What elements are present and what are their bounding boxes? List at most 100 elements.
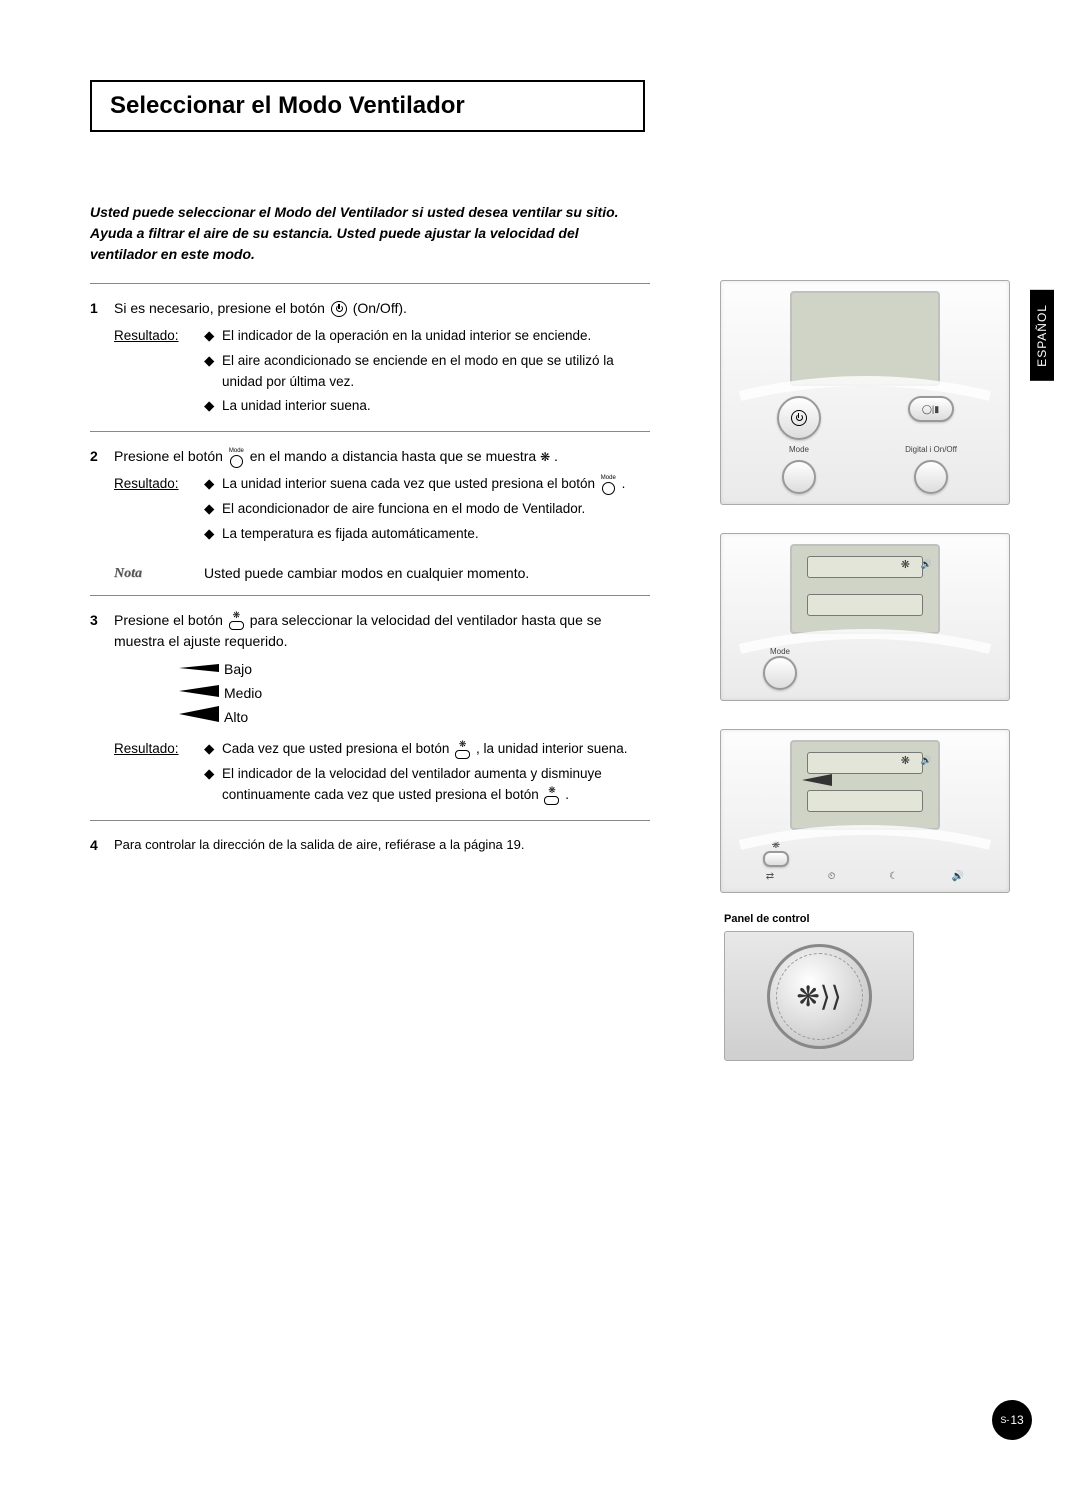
step-number: 2: [90, 446, 114, 584]
mode-label: Mode: [601, 475, 616, 481]
step-text: Para controlar la dirección de la salida…: [114, 835, 650, 855]
result-items: ◆ La unidad interior suena cada vez que …: [204, 474, 650, 549]
speed-row-high: Alto: [174, 706, 650, 729]
text: (On/Off).: [353, 300, 407, 316]
speaker-icon: 🔊: [921, 755, 932, 766]
button-label: Digital i On/Off: [905, 445, 957, 454]
button-row: ◯|▮: [733, 396, 997, 440]
bullet-icon: ◆: [204, 326, 222, 347]
divider: [90, 595, 650, 596]
result-text: El indicador de la velocidad del ventila…: [222, 764, 650, 806]
nota-row: Nota Usted puede cambiar modos en cualqu…: [114, 563, 650, 585]
power-icon: [791, 410, 807, 426]
result-label: Resultado:: [114, 739, 204, 810]
swing-icon: ⇄: [766, 871, 774, 882]
secondary-button: [914, 460, 948, 494]
result-label: Resultado:: [114, 326, 204, 422]
speed-high-icon: [174, 706, 224, 729]
speaker-icon: 🔊: [952, 871, 964, 882]
text: .: [622, 476, 626, 491]
bullet-icon: ◆: [204, 524, 222, 545]
result-row: Resultado: ◆ Cada vez que usted presiona…: [114, 739, 650, 810]
lcd-screen: [790, 291, 940, 386]
text: .: [565, 787, 569, 802]
mode-button: [782, 460, 816, 494]
divider: [90, 431, 650, 432]
label-row: Mode Digital i On/Off: [733, 442, 997, 454]
button-row: ❋: [733, 840, 997, 867]
result-text: La unidad interior suena cada vez que us…: [222, 474, 625, 495]
fan-icon: ❋: [548, 786, 556, 795]
result-text: Cada vez que usted presiona el botón ❋ ,…: [222, 739, 628, 760]
mode-label: Mode: [229, 448, 244, 454]
speed-row-low: Bajo: [174, 659, 650, 681]
content-column: Usted puede seleccionar el Modo del Vent…: [90, 202, 650, 861]
remote-figure-3: ❋ 🔊 ❋ ⇄ ⏲ ☾ 🔊: [720, 729, 1010, 893]
button-label: Mode: [789, 445, 809, 454]
lcd-screen: ❋ 🔊: [790, 544, 940, 634]
title-box: Seleccionar el Modo Ventilador: [90, 80, 645, 132]
lcd-screen: ❋ 🔊: [790, 740, 940, 830]
fan-icon: ❋⟩⟩: [796, 980, 841, 1013]
step-2: 2 Presione el botón Mode en el mando a d…: [90, 446, 650, 584]
step-body: Presione el botón Mode en el mando a dis…: [114, 446, 650, 584]
page-number: 13: [1010, 1413, 1023, 1427]
speed-label: Medio: [224, 683, 262, 705]
mode-button-icon: Mode: [229, 448, 244, 468]
button-row: [733, 460, 997, 494]
intro-text: Usted puede seleccionar el Modo del Vent…: [90, 202, 630, 265]
divider: [90, 820, 650, 821]
step-number: 1: [90, 298, 114, 421]
result-text: La unidad interior suena.: [222, 396, 371, 417]
nota-text: Usted puede cambiar modos en cualquier m…: [204, 563, 529, 585]
fan-button-icon: ❋: [229, 611, 244, 630]
speed-medium-icon: [174, 683, 224, 705]
divider: [90, 283, 650, 284]
result-text: El indicador de la operación en la unida…: [222, 326, 591, 347]
result-text: El acondicionador de aire funciona en el…: [222, 499, 585, 520]
bullet-icon: ◆: [204, 474, 222, 495]
bullet-icon: ◆: [204, 396, 222, 417]
speaker-icon: 🔊: [921, 559, 932, 570]
result-text: El aire acondicionado se enciende en el …: [222, 351, 650, 393]
control-dial: ❋⟩⟩: [767, 944, 872, 1049]
fan-speed-button: ❋: [763, 840, 789, 867]
fan-icon: ❋: [901, 558, 910, 571]
text: La unidad interior suena cada vez que us…: [222, 476, 599, 491]
result-text: La temperatura es fijada automáticamente…: [222, 524, 479, 545]
page-prefix: S-: [1000, 1415, 1009, 1425]
speed-row-medium: Medio: [174, 683, 650, 705]
power-button: [777, 396, 821, 440]
result-row: Resultado: ◆El indicador de la operación…: [114, 326, 650, 422]
bullet-icon: ◆: [204, 499, 222, 520]
text: en el mando a distancia hasta que se mue…: [250, 448, 540, 464]
step-4: 4 Para controlar la dirección de la sali…: [90, 835, 650, 861]
text: , la unidad interior suena.: [476, 741, 628, 756]
bullet-icon: ◆: [204, 351, 222, 393]
speed-high-icon: [802, 774, 832, 789]
digital-onoff-button: ◯|▮: [908, 396, 954, 422]
fan-icon: ❋: [233, 611, 241, 620]
text: Presione el botón: [114, 448, 227, 464]
timer-icon: ⏲: [828, 871, 836, 882]
fan-icon: ❋: [772, 840, 780, 851]
speed-label: Bajo: [224, 659, 252, 681]
step-text: Presione el botón Mode en el mando a dis…: [114, 446, 650, 468]
control-panel-figure: ❋⟩⟩: [724, 931, 914, 1061]
speed-label: Alto: [224, 707, 248, 729]
text: Si es necesario, presione el botón: [114, 300, 329, 316]
remote-figure-2: ❋ 🔊 Mode: [720, 533, 1010, 701]
step-1: 1 Si es necesario, presione el botón (On…: [90, 298, 650, 421]
step-number: 4: [90, 835, 114, 861]
mode-button: Mode: [763, 644, 797, 690]
step-number: 3: [90, 610, 114, 810]
remote-figure-1: ◯|▮ Mode Digital i On/Off: [720, 280, 1010, 505]
figures-column: ◯|▮ Mode Digital i On/Off ❋ 🔊: [720, 280, 1010, 1061]
sleep-icon: ☾: [889, 871, 898, 882]
step-text: Presione el botón ❋ para seleccionar la …: [114, 610, 650, 653]
button-label: Mode: [770, 647, 790, 656]
mode-button-icon: Mode: [601, 475, 616, 495]
fan-button-icon: ❋: [544, 786, 559, 805]
result-label: Resultado:: [114, 474, 204, 549]
text: Cada vez que usted presiona el botón: [222, 741, 453, 756]
